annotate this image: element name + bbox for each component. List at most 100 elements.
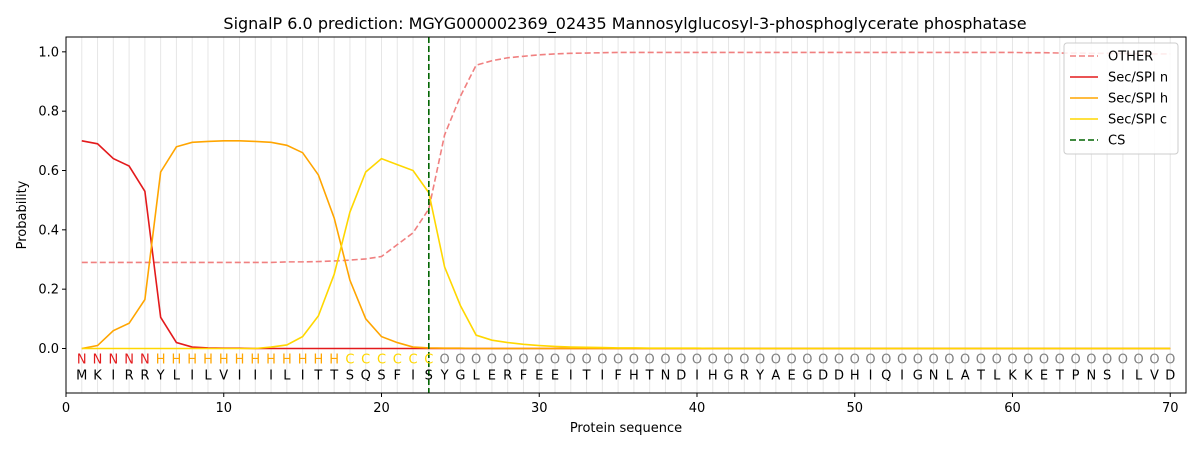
residue-label: E (488, 369, 496, 384)
legend-box (1063, 42, 1179, 155)
region-label: C (345, 352, 354, 367)
residue-label: P (1072, 369, 1080, 384)
region-label: H (235, 352, 245, 367)
region-label: O (471, 352, 481, 367)
residue-label: K (93, 369, 102, 384)
residue-label: T (976, 369, 985, 384)
residue-label: F (394, 369, 401, 384)
region-label: O (897, 352, 907, 367)
region-label: O (771, 352, 781, 367)
residue-label: G (913, 369, 923, 384)
residue-label: I (869, 369, 873, 384)
residue-label: N (1086, 369, 1096, 384)
x-tick-label: 60 (1004, 401, 1021, 416)
region-label: H (187, 352, 197, 367)
residue-label: N (661, 369, 671, 384)
residue-label: I (600, 369, 604, 384)
region-label: O (708, 352, 718, 367)
y-tick-label: 0.6 (38, 164, 59, 179)
residue-label: Y (440, 369, 449, 384)
residue-label: L (173, 369, 181, 384)
residue-label: H (708, 369, 718, 384)
region-label: O (1055, 352, 1065, 367)
residue-label: A (771, 369, 780, 384)
series-line-sec-spi-c (81, 157, 1171, 350)
residue-label: I (111, 369, 115, 384)
region-label: O (1023, 352, 1033, 367)
region-label: O (1118, 352, 1128, 367)
legend-label: CS (1108, 134, 1125, 149)
residue-label: S (377, 369, 385, 384)
residue-label: L (204, 369, 212, 384)
residue-label: T (582, 369, 591, 384)
residue-label: I (269, 369, 273, 384)
region-label: O (566, 352, 576, 367)
region-label: O (455, 352, 465, 367)
region-label: O (787, 352, 797, 367)
region-label: O (629, 352, 639, 367)
region-label: N (140, 352, 150, 367)
region-label: O (944, 352, 954, 367)
y-tick-label: 0.8 (38, 105, 59, 120)
residue-label: H (629, 369, 639, 384)
region-label: H (298, 352, 308, 367)
chart-title: SignalP 6.0 prediction: MGYG000002369_02… (223, 14, 1026, 34)
residue-label: I (569, 369, 573, 384)
region-label: O (1149, 352, 1159, 367)
residue-label: T (645, 369, 654, 384)
y-tick-label: 0.0 (38, 342, 59, 357)
region-label: H (266, 352, 276, 367)
region-label: O (487, 352, 497, 367)
region-label: O (439, 352, 449, 367)
region-label: N (77, 352, 87, 367)
region-label: O (550, 352, 560, 367)
region-label: O (755, 352, 765, 367)
series-line-sec-spi-h (81, 140, 1171, 350)
residue-label: G (723, 369, 733, 384)
residue-label: I (900, 369, 904, 384)
region-label: O (818, 352, 828, 367)
series-line-other (81, 51, 1171, 264)
residue-label: D (818, 369, 828, 384)
region-label: O (1134, 352, 1144, 367)
y-axis: 0.0 0.2 0.4 0.6 0.8 1.0 (38, 45, 66, 357)
y-tick-label: 1.0 (38, 45, 59, 60)
x-tick-label: 50 (846, 401, 863, 416)
region-label: O (865, 352, 875, 367)
residue-label: M (76, 369, 87, 384)
region-label: H (156, 352, 166, 367)
legend-label: Sec/SPI c (1108, 113, 1167, 128)
region-label: O (739, 352, 749, 367)
residue-label: I (238, 369, 242, 384)
region-label: O (881, 352, 891, 367)
series-lines (81, 51, 1171, 350)
sequence-labels: NMNKNINRNRHYHLHIHLHVHIHIHIHLHIHTHTCSCQCS… (76, 352, 1175, 383)
region-label: O (597, 352, 607, 367)
residue-label: I (695, 369, 699, 384)
region-label: O (534, 352, 544, 367)
grid-lines (81, 37, 1171, 393)
y-tick-label: 0.4 (38, 223, 59, 238)
residue-label: T (1055, 369, 1064, 384)
region-label: O (928, 352, 938, 367)
residue-label: G (802, 369, 812, 384)
region-label: O (960, 352, 970, 367)
residue-label: I (411, 369, 415, 384)
residue-label: Q (881, 369, 891, 384)
series-line-sec-spi-n (81, 140, 1171, 350)
region-label: O (660, 352, 670, 367)
residue-label: K (1008, 369, 1017, 384)
residue-label: N (929, 369, 939, 384)
x-axis-label: Protein sequence (570, 421, 682, 436)
residue-label: K (1024, 369, 1033, 384)
region-label: N (108, 352, 118, 367)
x-tick-label: 40 (689, 401, 706, 416)
region-label: O (1007, 352, 1017, 367)
residue-label: E (1040, 369, 1048, 384)
residue-label: I (253, 369, 257, 384)
legend-label: Sec/SPI n (1108, 71, 1168, 86)
residue-label: L (1135, 369, 1143, 384)
legend: OTHER Sec/SPI n Sec/SPI h Sec/SPI c CS (1063, 42, 1179, 155)
residue-label: I (301, 369, 305, 384)
